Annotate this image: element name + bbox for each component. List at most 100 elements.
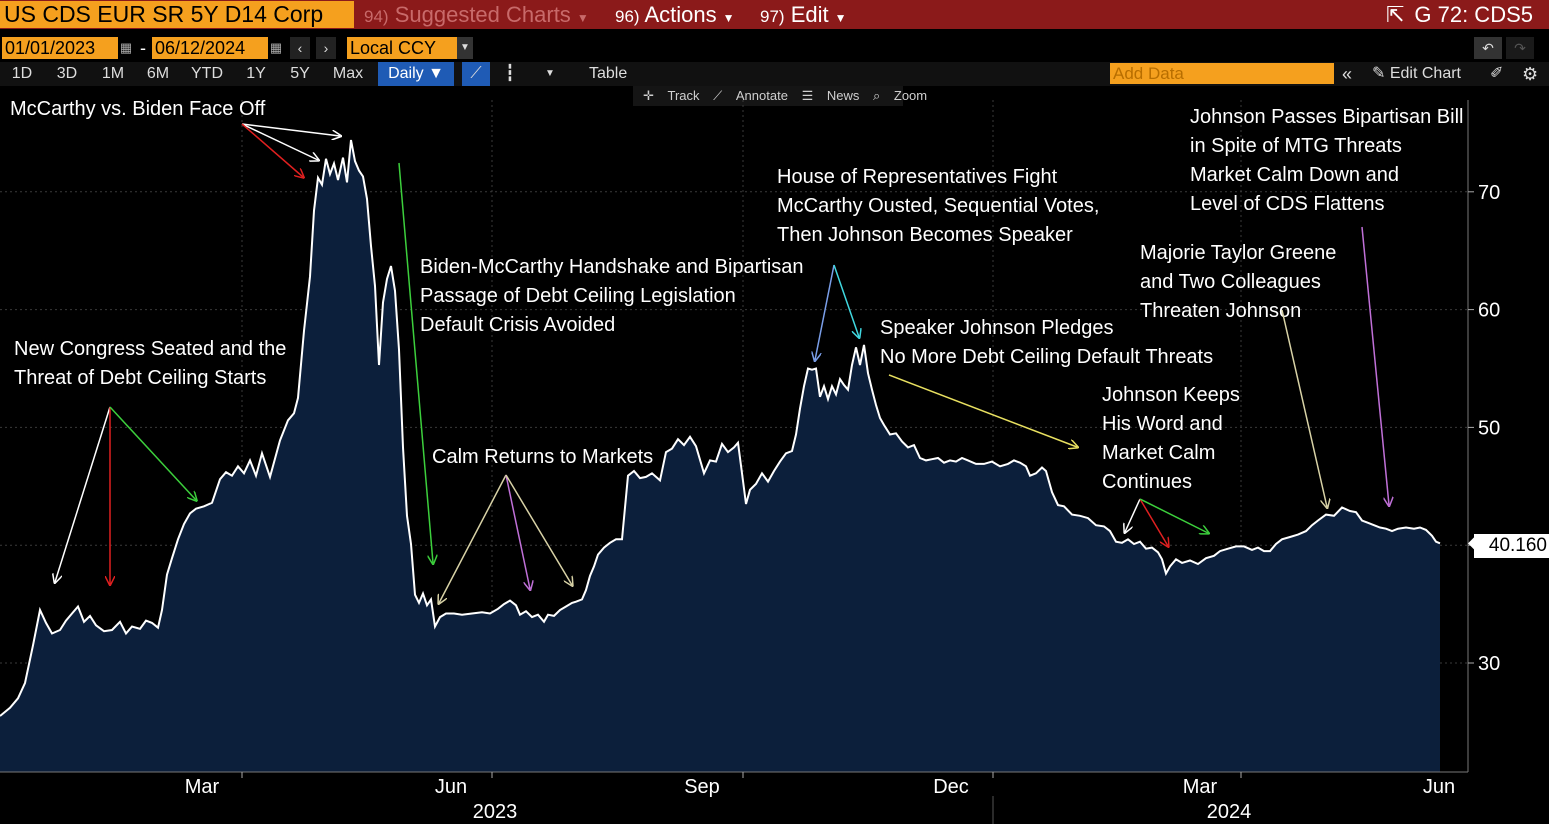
chevron-down-icon: ▼ xyxy=(576,11,589,25)
redo-icon[interactable]: ↷ xyxy=(1506,37,1534,59)
chevron-down-icon: ▼ xyxy=(722,11,735,25)
arrow-white xyxy=(241,123,340,136)
y-axis: 3040506070 xyxy=(1468,182,1500,675)
year-label: 2023 xyxy=(473,801,518,823)
period-6m[interactable]: 6M xyxy=(146,65,170,82)
suggested-charts-number: 94) xyxy=(364,7,389,26)
arrow-green xyxy=(1139,498,1208,533)
annotation-arrows xyxy=(55,123,1389,603)
arrow-cyan xyxy=(833,264,859,337)
period-1m[interactable]: 1M xyxy=(101,65,125,82)
external-link-icon[interactable]: ⇱ xyxy=(1385,2,1405,27)
track-tool[interactable]: ✛ Track xyxy=(643,88,700,103)
gear-icon[interactable]: ⚙ xyxy=(1522,64,1539,84)
period-3d[interactable]: 3D xyxy=(56,65,78,82)
toolbar-row: 1D 3D 1M 6M YTD 1Y 5Y Max Daily ▼ ⟋ ┇ ▼ … xyxy=(0,62,1549,86)
period-ytd[interactable]: YTD xyxy=(191,65,223,82)
arrow-white xyxy=(241,123,318,160)
edit-chart-label: Edit Chart xyxy=(1389,65,1461,82)
currency-select[interactable]: Local CCY xyxy=(347,37,457,59)
edit-menu[interactable]: 97) Edit ▼ xyxy=(760,0,847,29)
cds-series-line[interactable] xyxy=(0,139,1441,717)
add-data-input[interactable]: Add Data xyxy=(1110,63,1334,84)
x-tick-label: Dec xyxy=(933,776,969,798)
chevron-down-icon[interactable]: ▼ xyxy=(545,68,555,79)
actions-number: 96) xyxy=(615,7,640,26)
annotations: McCarthy vs. Biden Face Off New Congress… xyxy=(10,98,1463,493)
collapse-icon[interactable]: « xyxy=(1342,64,1353,84)
start-date-input[interactable]: 01/01/2023 xyxy=(2,37,118,59)
arrow-violet xyxy=(1361,226,1389,505)
annotation-johnson-keeps-3: Market Calm xyxy=(1102,442,1215,464)
zoom-label: Zoom xyxy=(893,88,928,103)
arrow-red xyxy=(1139,498,1168,546)
y-tick-label: 60 xyxy=(1478,300,1500,322)
y-tick-label: 70 xyxy=(1478,182,1500,204)
pencil-icon: ✎ xyxy=(1372,65,1390,82)
annotate-label: Annotate xyxy=(735,88,788,103)
arrow-green xyxy=(398,162,433,563)
suggested-charts-label: Suggested Charts xyxy=(394,2,571,27)
chevron-down-icon[interactable]: ▼ xyxy=(457,37,473,59)
arrow-yellow xyxy=(888,374,1077,447)
annotation-house-fight-1: House of Representatives Fight xyxy=(777,166,1058,188)
prev-period-button[interactable]: ‹ xyxy=(290,37,310,59)
annotation-handshake-3: Default Crisis Avoided xyxy=(420,314,615,336)
arrow-tan xyxy=(439,474,507,603)
arrow-tan xyxy=(505,474,572,585)
actions-menu[interactable]: 96) Actions ▼ xyxy=(615,0,735,29)
calendar-icon[interactable]: ▦ xyxy=(119,40,133,55)
date-separator: - xyxy=(140,38,146,58)
end-date-input[interactable]: 06/12/2024 xyxy=(152,37,268,59)
cds-area-fill xyxy=(0,140,1440,772)
undo-icon[interactable]: ↶ xyxy=(1474,37,1502,59)
annotation-bipartisan-bill-4: Level of CDS Flattens xyxy=(1190,193,1385,215)
y-tick-label: 50 xyxy=(1478,417,1500,439)
year-label: 2024 xyxy=(1207,801,1252,823)
edit-label: Edit xyxy=(790,2,829,27)
arrow-white xyxy=(55,406,111,582)
x-tick-label: Jun xyxy=(435,776,467,798)
next-period-button[interactable]: › xyxy=(316,37,336,59)
date-range-row: 01/01/2023 ▦ - 06/12/2024 ▦ ‹ › Local CC… xyxy=(0,37,1549,59)
period-1d[interactable]: 1D xyxy=(11,65,33,82)
arrow-white xyxy=(1125,498,1141,532)
bar-chart-icon[interactable]: ┇ xyxy=(505,65,515,82)
period-max[interactable]: Max xyxy=(332,65,364,82)
annotation-house-fight-3: Then Johnson Becomes Speaker xyxy=(777,224,1073,246)
annotation-johnson-keeps-1: Johnson Keeps xyxy=(1102,384,1240,406)
edit-settings-icon[interactable]: ✐ xyxy=(1490,65,1504,82)
edit-chart-button[interactable]: ✎ Edit Chart xyxy=(1372,62,1461,86)
annotation-mtg-2: and Two Colleagues xyxy=(1140,271,1321,293)
period-1y[interactable]: 1Y xyxy=(246,65,266,82)
zoom-tool[interactable]: ⌕ Zoom xyxy=(872,88,928,103)
annotation-bipartisan-bill-2: in Spite of MTG Threats xyxy=(1190,135,1402,157)
chart-tool-strip: ✛ Track ⟋ Annotate ☰ News ⌕ Zoom xyxy=(633,86,927,106)
annotation-mtg-1: Majorie Taylor Greene xyxy=(1140,242,1336,264)
calendar-icon[interactable]: ▦ xyxy=(269,40,283,55)
annotate-tool[interactable]: ⟋ Annotate xyxy=(713,88,788,103)
table-button[interactable]: Table xyxy=(589,65,628,82)
period-5y[interactable]: 5Y xyxy=(290,65,310,82)
security-ticker-field[interactable]: US CDS EUR SR 5Y D14 Corp xyxy=(0,1,354,28)
last-value-marker xyxy=(1468,537,1474,550)
frequency-select[interactable]: Daily ▼ xyxy=(378,62,454,86)
edit-number: 97) xyxy=(760,7,785,26)
line-chart-icon[interactable]: ⟋ xyxy=(462,62,490,86)
header-bar: US CDS EUR SR 5Y D14 Corp 94) Suggested … xyxy=(0,0,1549,29)
suggested-charts-menu[interactable]: 94) Suggested Charts ▼ xyxy=(364,0,589,29)
annotation-calm-returns: Calm Returns to Markets xyxy=(432,446,653,468)
annotation-johnson-pledges-1: Speaker Johnson Pledges xyxy=(880,317,1114,339)
function-code: G 72: CDS5 xyxy=(1414,2,1533,27)
chevron-down-icon: ▼ xyxy=(834,11,847,25)
arrow-red xyxy=(241,123,303,177)
news-tool[interactable]: ☰ News xyxy=(801,88,860,103)
track-label: Track xyxy=(667,88,700,103)
annotation-johnson-keeps-2: His Word and xyxy=(1102,413,1223,435)
annotation-johnson-keeps-4: Continues xyxy=(1102,471,1192,493)
function-title: ⇱ G 72: CDS5 xyxy=(1386,0,1533,29)
annotation-face-off: McCarthy vs. Biden Face Off xyxy=(10,98,266,120)
last-value-label: 40.160 xyxy=(1474,534,1549,558)
actions-label: Actions xyxy=(644,2,717,27)
